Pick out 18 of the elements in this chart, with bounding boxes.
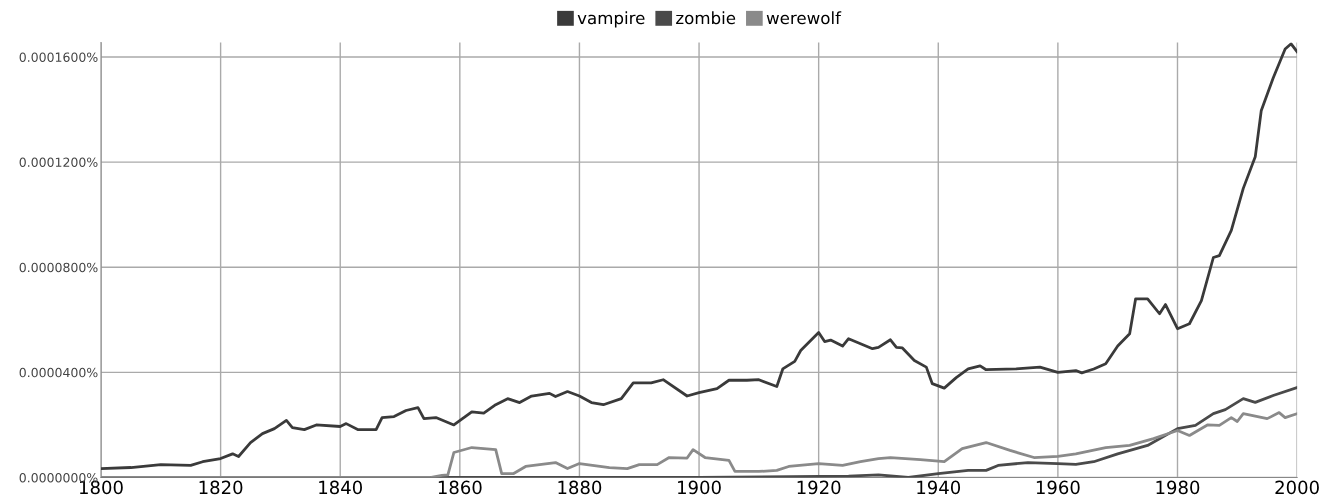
y-tick-label: 0.0000800% [19, 262, 98, 273]
x-tick-label: 1880 [558, 480, 602, 495]
x-tick-label: 1940 [917, 480, 961, 495]
y-tick-label: 0.0001200% [19, 157, 98, 168]
x-tick-label: 1820 [199, 480, 243, 495]
x-tick-label: 1840 [319, 480, 362, 495]
legend-label: vampire [577, 11, 645, 28]
x-tick-label: 1920 [797, 480, 841, 495]
legend-label: zombie [676, 11, 736, 25]
x-tick-label: 1960 [1036, 480, 1080, 495]
x-tick-label: 2000 [1275, 480, 1319, 495]
line-series [101, 42, 1298, 470]
y-tick-label: 0.0000400% [19, 367, 98, 378]
x-tick-label: 1980 [1156, 480, 1200, 495]
legend-label: werewolf [766, 11, 842, 25]
y-tick-label: 0.0001600% [19, 52, 98, 62]
x-tick-label: 1860 [438, 480, 482, 495]
x-tick-label: 1900 [678, 480, 721, 495]
